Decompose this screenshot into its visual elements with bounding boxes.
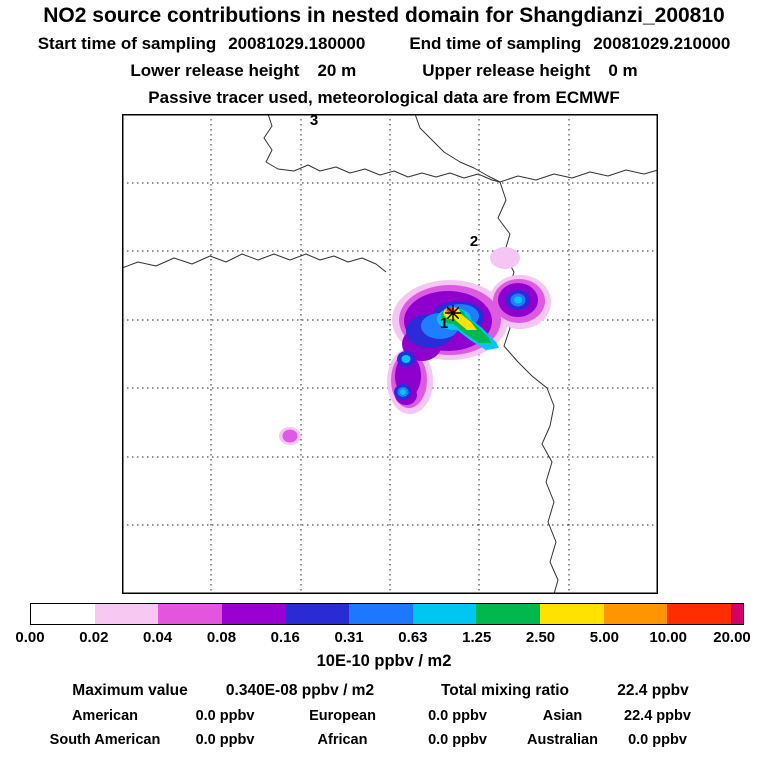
lower-release-value: 20 m — [317, 61, 357, 80]
colorbar-tick-label: 0.16 — [270, 629, 300, 646]
colorbar-segment — [731, 604, 744, 624]
region-value: 0.0 ppbv — [428, 708, 487, 724]
colorbar-tick-label: 0.63 — [398, 629, 428, 646]
total-mixing-ratio-label: Total mixing ratio — [440, 682, 570, 699]
colorbar-tick-label: 10.00 — [649, 629, 687, 646]
colorbar-segment — [221, 604, 286, 624]
region-name: Australian — [527, 732, 598, 748]
lower-release-height: Lower release height 20 m — [130, 61, 356, 81]
colorbar — [30, 603, 744, 625]
total-mixing-ratio-value: 22.4 ppbv — [617, 682, 689, 699]
plume-contours — [279, 247, 551, 445]
region-value: 0.0 ppbv — [195, 732, 255, 748]
colorbar-tick-label: 5.00 — [589, 629, 619, 646]
region-name: African — [317, 732, 368, 748]
colorbar-tick-label: 0.02 — [79, 629, 109, 646]
region-name: European — [309, 708, 376, 724]
map-graticule — [122, 114, 658, 594]
end-time-value: 20081029.210000 — [593, 34, 731, 53]
upper-release-label: Upper release height — [422, 61, 591, 80]
colorbar-unit-label: 10E-10 ppbv / m2 — [316, 652, 452, 670]
colorbar-tick-label: 20.00 — [713, 629, 751, 646]
upper-release-height: Upper release height 0 m — [422, 61, 637, 81]
colorbar-segment — [31, 604, 95, 624]
colorbar-segment — [540, 604, 604, 624]
max-value: 0.340E-08 ppbv / m2 — [225, 682, 375, 699]
colorbar-segment — [94, 604, 159, 624]
station-marker-icon — [444, 304, 462, 322]
upper-release-value: 0 m — [608, 61, 638, 80]
map-label-2: 2 — [470, 233, 478, 250]
max-value-label: Maximum value — [72, 682, 188, 699]
colorbar-segment — [349, 604, 413, 624]
start-time-value: 20081029.180000 — [228, 34, 366, 53]
start-time: Start time of sampling 20081029.180000 — [38, 34, 366, 54]
release-height-line: Lower release height 20 m Upper release … — [0, 61, 768, 81]
colorbar-tick-labels: 0.00 0.02 0.04 0.08 0.16 0.31 0.63 1.25 2.50 5.00… — [15, 629, 750, 647]
lower-release-label: Lower release height — [130, 61, 300, 80]
colorbar-segment — [285, 604, 350, 624]
end-time: End time of sampling 20081029.210000 — [409, 34, 730, 54]
region-name: American — [71, 708, 139, 724]
colorbar-segment — [667, 604, 732, 624]
start-time-label: Start time of sampling — [37, 34, 217, 53]
map-label-1: 1 — [440, 315, 448, 332]
colorbar-segment — [603, 604, 668, 624]
colorbar-tick-label: 0.04 — [143, 629, 173, 646]
map-label-3: 3 — [310, 112, 318, 129]
figure-title: NO2 source contributions in nested domai… — [43, 4, 725, 27]
colorbar-segment — [412, 604, 477, 624]
region-value: 0.0 ppbv — [195, 708, 255, 724]
map-plot: 1 2 3 — [121, 112, 659, 595]
colorbar-segment — [158, 604, 222, 624]
region-value: 0.0 ppbv — [628, 732, 687, 748]
colorbar-tick-label: 0.08 — [206, 629, 237, 646]
end-time-label: End time of sampling — [409, 34, 582, 53]
colorbar-tick-label: 0.00 — [15, 629, 45, 646]
sampling-time-line: Start time of sampling 20081029.180000 E… — [0, 34, 768, 54]
region-contributions: American 0.0 ppbv European 0.0 ppbv Asian 22.… — [40, 708, 700, 748]
map-borders — [121, 113, 659, 595]
region-name: Asian — [542, 708, 583, 724]
region-value: 22.4 ppbv — [624, 708, 691, 724]
region-name: South American — [49, 732, 161, 748]
map-frame — [122, 114, 658, 594]
colorbar-tick-label: 2.50 — [525, 629, 556, 646]
colorbar-segment — [476, 604, 541, 624]
tracer-line: Passive tracer used, meteorological data… — [148, 88, 620, 107]
region-value: 0.0 ppbv — [428, 732, 487, 748]
summary-line: Maximum value 0.340E-08 ppbv / m2 Total … — [0, 682, 768, 702]
colorbar-tick-label: 1.25 — [462, 629, 492, 646]
colorbar-tick-label: 0.31 — [334, 629, 364, 646]
